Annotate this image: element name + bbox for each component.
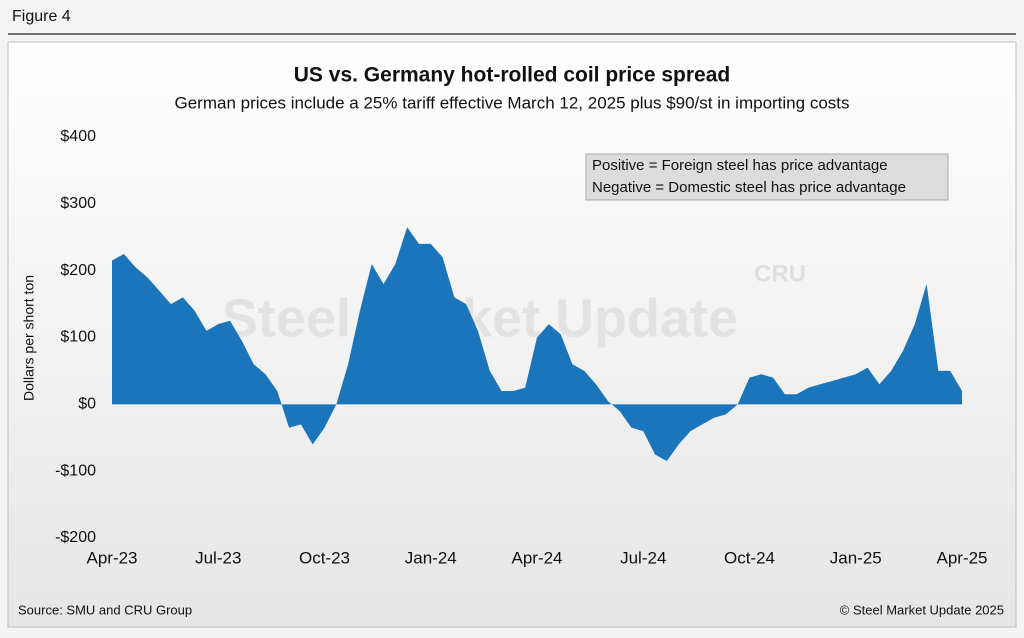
x-tick-label: Jul-24 <box>620 548 666 567</box>
area <box>112 227 962 462</box>
y-tick-label: $100 <box>60 329 96 346</box>
chart-title: US vs. Germany hot-rolled coil price spr… <box>294 64 730 87</box>
x-tick-label: Oct-24 <box>724 548 775 567</box>
x-tick-label: Apr-25 <box>936 548 987 567</box>
source: Source: SMU and CRU Group <box>18 602 192 617</box>
watermark-logo: CRU <box>754 260 806 287</box>
x-tick-label: Oct-23 <box>299 548 350 567</box>
y-tick-label: $300 <box>60 195 96 212</box>
plot: -$200 -$100 $0 $100 $200 $300 $400 Apr-23 Jul-23… <box>55 128 987 567</box>
y-tick-label: $400 <box>60 128 96 145</box>
annotation-box <box>585 153 949 201</box>
figure-label: Figure 4 <box>12 8 71 25</box>
x-tick-label: Jan-24 <box>405 548 457 567</box>
y-tick-label: -$200 <box>55 529 96 546</box>
y-tick-label: $200 <box>60 262 96 279</box>
y-axis-label: Dollars per short ton <box>21 275 37 401</box>
annotation: Positive = Foreign steel has price advan… <box>592 157 888 174</box>
annotation: Negative = Domestic steel has price adva… <box>592 179 906 196</box>
chart-subtitle: German prices include a 25% tariff effec… <box>175 93 850 112</box>
copyright: © Steel Market Update 2025 <box>840 602 1004 617</box>
y-tick-label: $0 <box>78 396 96 413</box>
x-tick-label: Jan-25 <box>830 548 882 567</box>
x-tick-label: Apr-23 <box>86 548 137 567</box>
x-tick-label: Apr-24 <box>511 548 562 567</box>
x-tick-label: Jul-23 <box>195 548 241 567</box>
y-tick-label: -$100 <box>55 462 96 479</box>
